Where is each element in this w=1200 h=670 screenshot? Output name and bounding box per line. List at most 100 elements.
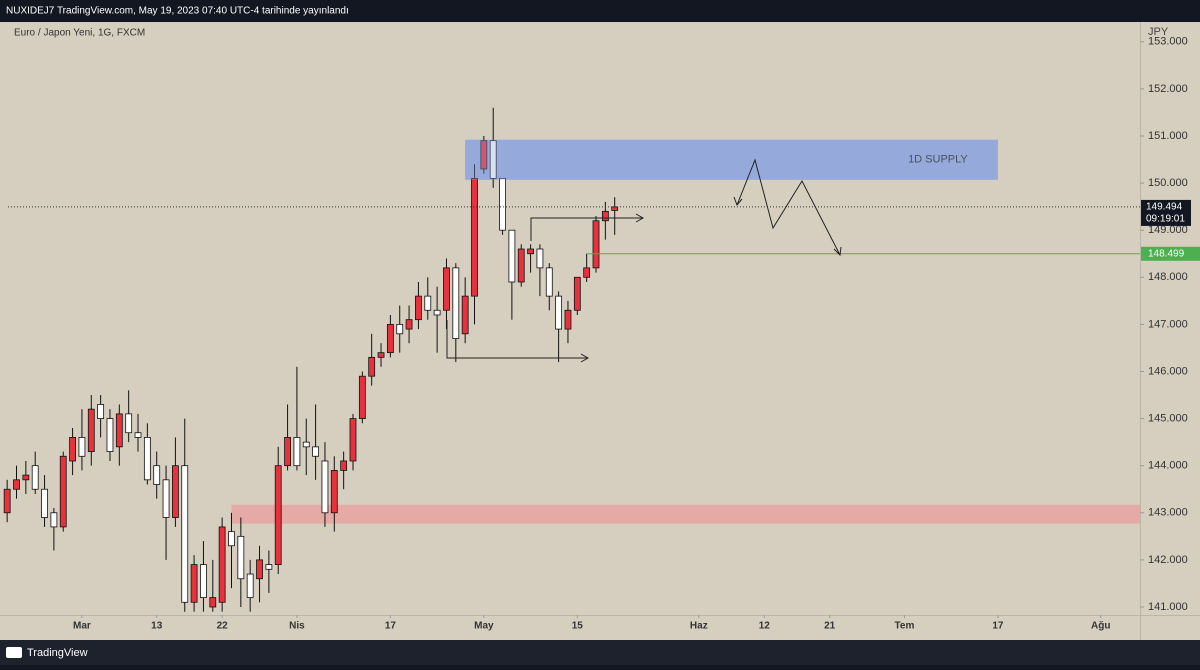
y-tick-label: 146.000 xyxy=(1148,365,1188,377)
candle-body xyxy=(386,323,394,354)
candle-body xyxy=(256,559,263,580)
candle-body xyxy=(461,295,469,335)
projection-path xyxy=(736,158,841,256)
candle-body xyxy=(592,220,600,269)
candle-body xyxy=(443,267,450,311)
candle-body xyxy=(22,474,30,481)
plot: 141.000 142.000 143.000 144.000 145.000 146.0… xyxy=(3,36,1188,632)
candle-body xyxy=(358,375,366,419)
level-label: 148.499 xyxy=(1148,248,1185,259)
last-price-label: 149.494 xyxy=(1146,202,1183,213)
candle-body xyxy=(87,408,95,452)
candle-body xyxy=(41,488,48,518)
candle-body xyxy=(302,441,310,448)
candle-body xyxy=(573,276,581,311)
candle-body xyxy=(228,531,235,547)
x-tick-label: Tem xyxy=(895,621,915,632)
candle-body xyxy=(555,295,563,330)
candle-body xyxy=(284,437,291,467)
candle-body xyxy=(143,437,151,481)
candle-body xyxy=(499,177,506,231)
candle-body xyxy=(368,356,376,377)
candle-body xyxy=(321,460,329,514)
candle-body xyxy=(508,229,516,283)
last-price-badge xyxy=(1141,199,1191,226)
x-tick-label: Mar xyxy=(73,621,91,632)
candle-body xyxy=(106,418,114,452)
candle-body xyxy=(125,413,133,434)
y-tick-label: 151.000 xyxy=(1148,130,1188,142)
candle-body xyxy=(3,488,11,514)
top-bar xyxy=(0,0,1200,22)
symbol-title: Euro / Japon Yeni, 1G, FXCM xyxy=(14,28,145,39)
level-badge xyxy=(1141,246,1200,261)
candle-body xyxy=(405,319,413,330)
candle-body xyxy=(134,432,142,438)
x-tick-label: Haz xyxy=(690,621,708,632)
candle-body xyxy=(527,248,534,255)
arrow-head xyxy=(833,246,842,257)
candle-body xyxy=(433,309,441,316)
x-tick-label: 13 xyxy=(151,621,163,632)
y-tick-label: 142.000 xyxy=(1148,554,1188,566)
candle-body xyxy=(209,597,217,608)
candle-body xyxy=(59,455,67,528)
y-tick-label: 152.000 xyxy=(1148,83,1188,95)
candle-body xyxy=(78,437,86,457)
candle-body xyxy=(69,437,76,462)
currency: JPY xyxy=(1148,26,1169,38)
candle-body xyxy=(415,295,422,321)
y-tick-label: 141.000 xyxy=(1148,601,1188,613)
y-tick-label: 143.000 xyxy=(1148,507,1188,519)
candle-body xyxy=(489,140,497,179)
candle-body xyxy=(293,437,301,467)
brand-logo xyxy=(6,647,22,658)
x-tick-label: 17 xyxy=(385,621,397,632)
x-tick-label: 15 xyxy=(572,621,584,632)
y-tick-label: 147.000 xyxy=(1148,318,1188,330)
candle-body xyxy=(471,177,478,297)
x-tick-label: Nis xyxy=(289,621,305,632)
candle-body xyxy=(340,460,348,471)
candle-body xyxy=(536,248,544,269)
candle-body xyxy=(13,479,20,490)
zone-label: 1D SUPPLY xyxy=(908,154,968,166)
x-tick-label: Ağu xyxy=(1091,621,1110,632)
candle-body xyxy=(181,465,189,603)
candle-body xyxy=(200,564,207,598)
y-tick-label: 145.000 xyxy=(1148,412,1188,424)
candle-body xyxy=(97,404,105,419)
candle-body xyxy=(601,210,609,222)
publisher: NUXIDEJ7 TradingView.com, May 19, 2023 0… xyxy=(6,6,349,17)
countdown: 09:19:01 xyxy=(1146,214,1185,225)
candle-body xyxy=(218,526,226,603)
x-tick-label: 22 xyxy=(217,621,229,632)
candle-body xyxy=(246,573,254,598)
candle-body xyxy=(274,465,282,566)
x-tick-label: 17 xyxy=(992,621,1004,632)
bracket-low xyxy=(446,320,588,359)
candle-body xyxy=(480,140,488,170)
candle-body xyxy=(153,465,161,485)
candle-body xyxy=(162,479,170,518)
y-tick-label: 153.000 xyxy=(1148,36,1188,48)
candle-body xyxy=(517,248,525,283)
candle-body xyxy=(115,413,123,448)
candle-body xyxy=(330,470,338,514)
zone xyxy=(231,504,1141,524)
y-tick-label: 150.000 xyxy=(1148,177,1188,189)
candle-body xyxy=(265,564,273,570)
candle-body xyxy=(377,352,385,358)
y-tick-label: 149.000 xyxy=(1148,224,1188,236)
zone-tint xyxy=(465,139,998,180)
arrow-head xyxy=(635,213,645,223)
candle-body xyxy=(583,267,591,278)
drawings xyxy=(446,158,842,363)
x-tick-label: 12 xyxy=(759,621,771,632)
candle-body xyxy=(172,465,179,518)
x-tick-label: May xyxy=(474,621,494,632)
bottom-bar xyxy=(0,640,1200,665)
zone xyxy=(465,139,998,180)
candle-body xyxy=(190,564,198,603)
arrow-head xyxy=(733,196,743,206)
